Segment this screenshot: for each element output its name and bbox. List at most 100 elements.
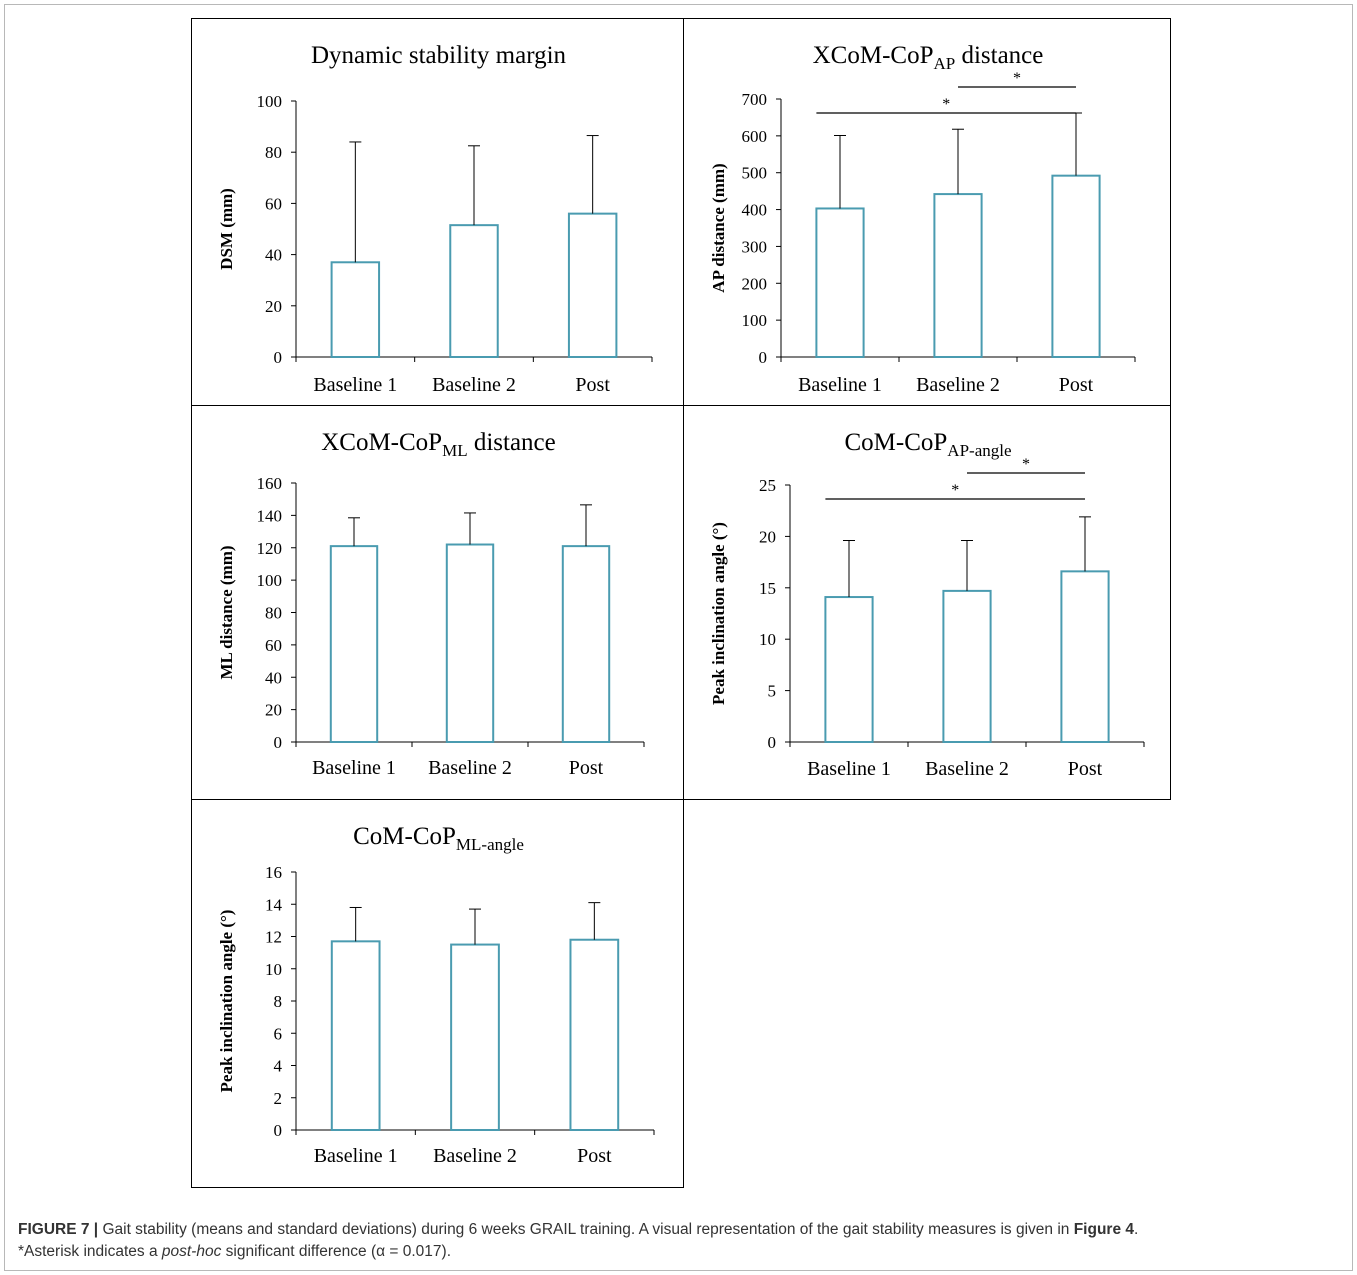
y-tick-label: 15 <box>759 579 776 598</box>
bar <box>329 545 379 743</box>
y-tick-label: 60 <box>265 636 282 655</box>
caption-period: . <box>1134 1221 1139 1238</box>
bar <box>942 589 992 743</box>
bar <box>567 212 618 358</box>
category-label: Baseline 2 <box>925 758 1009 780</box>
chart-title: CoM-CoPML-angle <box>353 823 524 854</box>
category-label: Post <box>1059 374 1094 396</box>
y-tick-label: 25 <box>759 476 776 495</box>
y-tick-label: 0 <box>274 733 283 752</box>
y-axis-label: Peak inclination angle (°) <box>709 522 728 705</box>
figure-frame <box>4 4 1353 1271</box>
category-label: Baseline 2 <box>433 1145 517 1167</box>
caption-label: FIGURE 7 | <box>18 1221 99 1238</box>
bar <box>824 596 874 743</box>
y-tick-label: 300 <box>742 237 768 256</box>
category-label: Post <box>1068 758 1103 780</box>
y-tick-label: 5 <box>768 682 777 701</box>
chart-title: XCoM-CoPAP distance <box>813 42 1044 73</box>
y-tick-label: 10 <box>265 960 282 979</box>
y-tick-label: 700 <box>742 90 768 109</box>
y-axis-label: AP distance (mm) <box>709 163 728 292</box>
bar <box>815 207 865 358</box>
figure-caption: FIGURE 7 | Gait stability (means and sta… <box>18 1219 1340 1263</box>
panel-com-cop-ml-angle: CoM-CoPML-angle 0 2 4 6 8 10 12 14 16 Peak inclina… <box>191 799 684 1188</box>
significance-asterisk: * <box>1013 70 1021 87</box>
y-tick-label: 140 <box>257 506 283 525</box>
caption-note-start: *Asterisk indicates a <box>18 1243 162 1260</box>
y-tick-label: 0 <box>759 348 768 367</box>
y-tick-label: 80 <box>265 143 282 162</box>
y-tick-label: 500 <box>742 164 768 183</box>
y-tick-label: 2 <box>274 1089 283 1108</box>
y-tick-label: 40 <box>265 246 282 265</box>
y-tick-label: 4 <box>274 1057 283 1076</box>
y-axis-label: DSM (mm) <box>217 188 236 270</box>
caption-figure-ref[interactable]: Figure 4 <box>1073 1221 1135 1238</box>
category-label: Baseline 1 <box>312 757 396 779</box>
category-label: Baseline 1 <box>798 374 882 396</box>
bar <box>450 943 500 1131</box>
chart-title: CoM-CoPAP-angle <box>844 429 1011 460</box>
y-axis-label: ML distance (mm) <box>217 545 236 679</box>
chart-svg: CoM-CoPML-angle 0 2 4 6 8 10 12 14 16 Peak inclina… <box>217 823 655 1167</box>
y-tick-label: 400 <box>742 201 768 220</box>
bar <box>330 261 381 358</box>
y-tick-label: 0 <box>274 1121 283 1140</box>
y-tick-label: 16 <box>265 863 282 882</box>
y-tick-label: 20 <box>759 527 776 546</box>
panel-xcom-cop-ap: XCoM-CoPAP distance 0 100 200 300 400 500 600 70… <box>683 18 1171 406</box>
chart-title: XCoM-CoPML distance <box>321 429 556 460</box>
y-tick-label: 120 <box>257 539 283 558</box>
bar <box>569 938 620 1131</box>
chart-svg: Dynamic stability margin 0 20 40 60 80 100 DSM … <box>217 42 653 396</box>
panel-xcom-cop-ml: XCoM-CoPML distance 0 20 40 60 80 100 120 140 160… <box>191 405 684 800</box>
y-tick-label: 8 <box>274 992 283 1011</box>
caption-note-italic: post-hoc <box>161 1243 222 1260</box>
category-label: Baseline 2 <box>916 374 1000 396</box>
chart-svg: XCoM-CoPML distance 0 20 40 60 80 100 120 140 160… <box>217 429 645 779</box>
y-tick-label: 20 <box>265 701 282 720</box>
category-label: Baseline 1 <box>807 758 891 780</box>
y-tick-label: 6 <box>274 1024 283 1043</box>
y-tick-label: 600 <box>742 127 768 146</box>
category-label: Post <box>577 1145 612 1167</box>
y-tick-label: 160 <box>257 474 283 493</box>
bar <box>1060 570 1110 743</box>
y-tick-label: 14 <box>265 895 283 914</box>
y-tick-label: 100 <box>257 571 283 590</box>
y-tick-label: 200 <box>742 274 768 293</box>
bar <box>330 940 381 1131</box>
category-label: Baseline 2 <box>428 757 512 779</box>
chart-svg: XCoM-CoPAP distance 0 100 200 300 400 500 600 70… <box>709 42 1136 396</box>
category-label: Post <box>575 374 610 396</box>
category-label: Post <box>569 757 604 779</box>
y-tick-label: 100 <box>742 311 768 330</box>
significance-asterisk: * <box>1022 456 1030 473</box>
category-label: Baseline 1 <box>313 374 397 396</box>
caption-note-end: significant difference (α = 0.017). <box>221 1243 452 1260</box>
significance-asterisk: * <box>951 482 959 499</box>
y-tick-label: 0 <box>274 348 283 367</box>
y-tick-label: 40 <box>265 668 282 687</box>
bar <box>449 224 499 358</box>
chart-svg: CoM-CoPAP-angle 0 5 10 15 20 25 Peak inclinatio… <box>709 429 1145 780</box>
category-label: Baseline 1 <box>314 1145 398 1167</box>
y-tick-label: 12 <box>265 928 282 947</box>
category-label: Baseline 2 <box>432 374 516 396</box>
caption-text: Gait stability (means and standard devia… <box>98 1221 1074 1238</box>
caption-line-1: FIGURE 7 | Gait stability (means and sta… <box>18 1219 1340 1241</box>
y-tick-label: 60 <box>265 194 282 213</box>
y-tick-label: 80 <box>265 604 282 623</box>
bar <box>445 543 495 743</box>
y-tick-label: 20 <box>265 297 282 316</box>
panel-dynamic-stability-margin: Dynamic stability margin 0 20 40 60 80 100 DSM … <box>191 18 684 406</box>
y-tick-label: 0 <box>768 733 777 752</box>
panel-com-cop-ap-angle: CoM-CoPAP-angle 0 5 10 15 20 25 Peak inclinatio… <box>683 405 1171 800</box>
y-tick-label: 100 <box>257 92 283 111</box>
bar <box>561 545 611 743</box>
y-tick-label: 10 <box>759 630 776 649</box>
y-axis-label: Peak inclination angle (°) <box>217 910 236 1093</box>
chart-title: Dynamic stability margin <box>311 42 567 69</box>
bar <box>1051 174 1101 358</box>
